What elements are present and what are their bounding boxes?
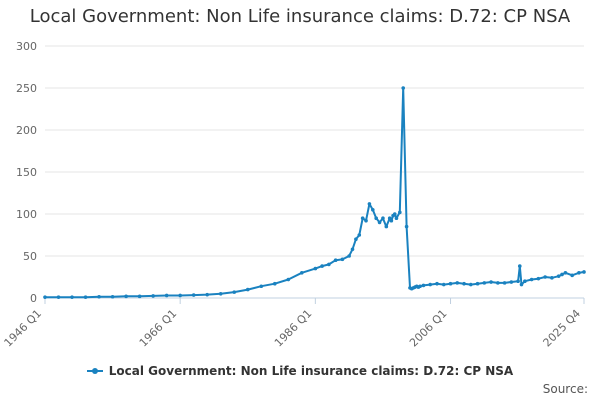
x-tick-label: 1946 Q1 xyxy=(2,307,45,350)
data-point xyxy=(509,280,514,284)
data-point xyxy=(70,295,74,299)
data-point xyxy=(556,274,561,278)
data-point xyxy=(370,208,375,212)
data-point xyxy=(364,218,368,223)
data-point xyxy=(232,290,237,294)
data-point xyxy=(394,216,399,220)
data-point xyxy=(441,282,446,287)
data-point xyxy=(482,281,487,285)
data-point xyxy=(384,224,389,229)
data-point xyxy=(560,272,564,277)
data-point xyxy=(327,262,331,267)
data-point xyxy=(468,282,473,287)
data-point xyxy=(392,212,397,216)
x-tick-label: 1966 Q1 xyxy=(137,307,180,350)
data-point xyxy=(83,295,88,299)
data-point xyxy=(455,281,460,285)
data-point xyxy=(404,224,409,229)
legend[interactable]: Local Government: Non Life insurance cla… xyxy=(0,364,600,378)
data-point xyxy=(320,264,324,268)
data-point xyxy=(205,292,210,297)
data-point xyxy=(496,281,500,285)
data-point xyxy=(340,257,345,262)
data-point xyxy=(543,275,547,279)
data-point xyxy=(418,284,422,289)
data-point xyxy=(313,266,318,271)
data-point xyxy=(137,294,142,299)
data-point xyxy=(259,284,264,289)
data-point xyxy=(582,270,586,274)
data-point xyxy=(529,277,534,282)
series-line xyxy=(43,86,586,299)
data-point xyxy=(428,282,433,287)
data-point xyxy=(475,281,480,286)
data-point xyxy=(357,233,362,237)
data-point xyxy=(191,293,196,297)
data-point xyxy=(516,279,520,284)
series-line-path xyxy=(45,87,585,299)
data-point xyxy=(300,271,304,275)
data-point xyxy=(381,216,385,220)
data-point xyxy=(536,276,541,281)
y-tick-label: 200 xyxy=(16,124,37,137)
chart-title: Local Government: Non Life insurance cla… xyxy=(29,6,571,27)
x-tick-label: 2025 Q4 xyxy=(541,307,584,350)
data-point xyxy=(374,216,378,220)
data-point xyxy=(502,281,507,285)
data-point xyxy=(245,287,250,292)
data-point xyxy=(421,283,426,288)
data-point xyxy=(398,210,402,215)
data-point xyxy=(550,276,554,280)
data-point xyxy=(367,202,372,206)
data-point xyxy=(151,294,155,298)
data-point xyxy=(563,271,568,275)
data-point xyxy=(360,216,365,220)
axes: 0 50 100 150 200 250 300 1946 Q1 1966 Q1 1986 Q1 2… xyxy=(2,40,585,350)
data-point xyxy=(272,281,277,286)
data-point xyxy=(389,218,394,223)
data-point xyxy=(523,279,527,284)
data-point xyxy=(448,281,453,286)
data-point xyxy=(570,273,574,278)
x-tick-label: 1986 Q1 xyxy=(272,307,315,350)
data-point xyxy=(347,254,351,258)
data-point xyxy=(178,293,182,298)
data-point xyxy=(489,280,493,284)
y-tick-label: 150 xyxy=(16,166,37,179)
data-point xyxy=(401,86,406,90)
data-point xyxy=(164,293,169,298)
y-tick-label: 250 xyxy=(16,82,37,95)
y-tick-label: 50 xyxy=(23,250,37,263)
grid-lines xyxy=(45,45,584,257)
y-tick-label: 300 xyxy=(16,40,37,53)
data-point xyxy=(577,271,581,275)
data-point xyxy=(377,220,382,225)
data-point xyxy=(43,295,47,299)
y-tick-label: 100 xyxy=(16,208,37,221)
y-tick-label: 0 xyxy=(30,292,37,305)
data-point xyxy=(218,292,223,296)
data-point xyxy=(56,295,61,299)
data-point xyxy=(354,237,358,241)
data-point xyxy=(124,294,128,299)
legend-label: Local Government: Non Life insurance cla… xyxy=(108,364,514,378)
data-point xyxy=(462,281,466,286)
data-point xyxy=(517,264,522,268)
source-label: Source: xyxy=(542,382,588,396)
data-point xyxy=(333,258,338,263)
data-point xyxy=(519,282,524,287)
data-point xyxy=(286,277,291,282)
legend-marker xyxy=(86,366,103,376)
data-point xyxy=(97,294,101,299)
data-point xyxy=(110,294,115,299)
x-tick-label: 2006 Q1 xyxy=(407,307,450,350)
data-point xyxy=(387,216,392,220)
data-point xyxy=(435,281,439,286)
data-point xyxy=(350,247,355,252)
